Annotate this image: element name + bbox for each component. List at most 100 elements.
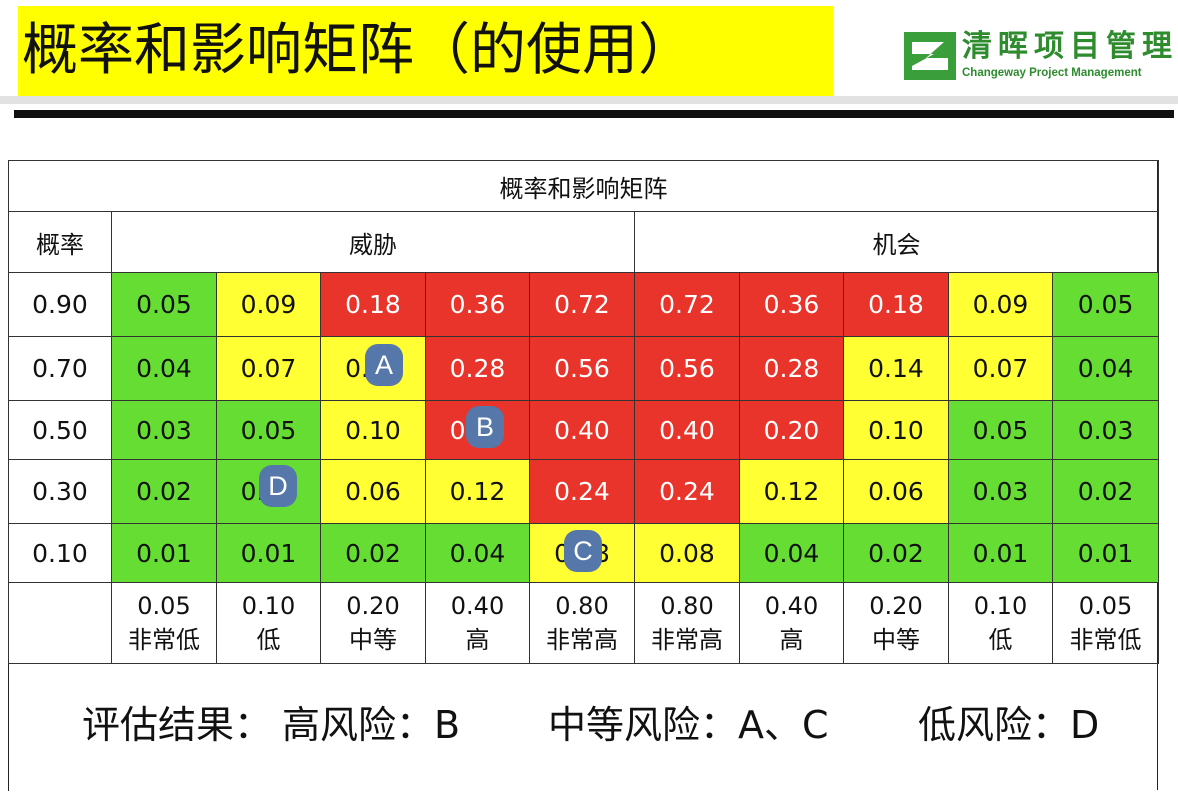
header-divider-grey xyxy=(0,96,1178,104)
matrix-cell: 0.02 xyxy=(1051,459,1160,524)
risk-marker-d: D xyxy=(259,465,297,507)
risk-score: 0.36 xyxy=(449,290,506,319)
impact-label: 低 xyxy=(988,626,1013,654)
matrix-cell: 0.03 xyxy=(1051,400,1160,460)
title-highlight xyxy=(18,6,833,96)
result-label: 评估结果： xyxy=(82,703,273,747)
impact-level: 0.10 低 xyxy=(216,582,321,664)
matrix-row: 0.90 0.05 0.09 0.18 0.36 0.72 0.72 0.36 0.18 0.09… xyxy=(8,272,1160,337)
risk-score: 0.05 xyxy=(1077,290,1134,319)
risk-score: 0.72 xyxy=(659,290,715,319)
risk-score: 0.01 xyxy=(1077,538,1134,568)
risk-marker-b: B xyxy=(466,406,504,448)
matrix-cell: 0.56 xyxy=(529,336,635,401)
page-title: 概率和影响矩阵（的使用） xyxy=(22,18,694,83)
risk-score: 0.07 xyxy=(972,354,1029,383)
impact-level: 0.40 高 xyxy=(425,582,530,664)
logo-icon xyxy=(904,32,956,80)
impact-row-blank xyxy=(8,582,112,664)
risk-score: 0.24 xyxy=(659,477,715,506)
result-medium-risk: 中等风险：A、C xyxy=(548,703,829,747)
company-logo: 清晖项目管理 Changeway Project Management xyxy=(904,28,1174,84)
result-low-risk: 低风险：D xyxy=(918,703,1100,747)
risk-score: 0.18 xyxy=(868,290,924,319)
risk-score: 0.12 xyxy=(449,477,506,506)
matrix-cell: 0.10 xyxy=(320,400,426,460)
impact-level: 0.80 非常高 xyxy=(634,582,740,664)
risk-score: 0.02 xyxy=(345,538,401,568)
impact-value: 0.20 xyxy=(346,592,400,620)
impact-label: 非常高 xyxy=(651,626,723,654)
matrix-cell: 0.08C xyxy=(529,523,635,583)
impact-label: 高 xyxy=(465,626,490,654)
impact-value: 0.05 xyxy=(1078,592,1133,620)
risk-score: 0.01 xyxy=(240,538,297,568)
matrix-cell: 0.56 xyxy=(634,336,740,401)
impact-label: 低 xyxy=(256,626,281,654)
impact-label: 非常低 xyxy=(128,626,200,654)
impact-label: 中等 xyxy=(872,626,920,654)
probability-value: 0.70 xyxy=(8,336,112,401)
matrix-row: 0.10 0.01 0.01 0.02 0.04 0.08C 0.08 0.04 0.02 0.0… xyxy=(8,523,1160,583)
risk-score: 0.56 xyxy=(554,354,610,383)
impact-label: 高 xyxy=(779,626,804,654)
matrix-cell: 0.10 xyxy=(843,400,949,460)
matrix-cell: 0.20 xyxy=(739,400,844,460)
matrix-cell: 0.14 xyxy=(843,336,949,401)
header-divider-black xyxy=(14,110,1174,118)
risk-score: 0.40 xyxy=(554,415,610,445)
matrix-cell: 0.01 xyxy=(216,523,321,583)
probability-value: 0.50 xyxy=(8,400,112,460)
risk-score: 0.04 xyxy=(763,538,820,568)
matrix-cell: 0.20B xyxy=(425,400,530,460)
matrix-cell: 0.18 xyxy=(320,272,426,337)
risk-score: 0.08 xyxy=(659,538,715,568)
impact-value: 0.40 xyxy=(450,592,505,620)
matrix-row: 0.300.020.03D0.060.120.240.240.120.060.0… xyxy=(8,459,1160,524)
risk-score: 0.01 xyxy=(136,538,192,568)
risk-score: 0.24 xyxy=(554,477,610,506)
risk-score: 0.02 xyxy=(868,538,924,568)
matrix-cell: 0.03 xyxy=(948,459,1053,524)
matrix-cell: 0.36 xyxy=(739,272,844,337)
probability-impact-matrix: 概率和影响矩阵 概率 威胁 机会 0.90 0.05 0.09 0.18 0.36 0.7… xyxy=(7,160,1160,664)
matrix-cell: 0.36 xyxy=(425,272,530,337)
risk-score: 0.02 xyxy=(136,477,192,506)
matrix-cell: 0.01 xyxy=(1051,523,1160,583)
risk-score: 0.07 xyxy=(240,354,297,383)
result-high-risk: 高风险：B xyxy=(282,703,461,747)
probability-value: 0.10 xyxy=(8,523,112,583)
risk-marker-a: A xyxy=(365,344,403,386)
probability-header: 概率 xyxy=(8,211,112,273)
matrix-cell: 0.24 xyxy=(634,459,740,524)
matrix-cell: 0.24 xyxy=(529,459,635,524)
matrix-cell: 0.08 xyxy=(634,523,740,583)
impact-label: 非常高 xyxy=(546,626,618,654)
impact-level: 0.40 高 xyxy=(739,582,844,664)
matrix-cell: 0.02 xyxy=(843,523,949,583)
risk-score: 0.28 xyxy=(763,354,820,383)
matrix-row: 0.50 0.03 0.05 0.10 0.20B 0.40 0.40 0.20 0.10 0.0… xyxy=(8,400,1160,460)
impact-level: 0.05 非常低 xyxy=(111,582,217,664)
matrix-cell: 0.12 xyxy=(425,459,530,524)
impact-label: 中等 xyxy=(349,626,397,654)
matrix-cell: 0.14A xyxy=(320,336,426,401)
matrix-cell: 0.09 xyxy=(216,272,321,337)
impact-value: 0.10 xyxy=(973,592,1028,620)
matrix-cell: 0.01 xyxy=(948,523,1053,583)
risk-score: 0.28 xyxy=(449,354,506,383)
matrix-cell: 0.40 xyxy=(529,400,635,460)
risk-score: 0.02 xyxy=(1077,477,1134,506)
matrix-row: 0.70 0.04 0.07 0.14A 0.28 0.56 0.56 0.28 0.14 0.0… xyxy=(8,336,1160,401)
risk-score: 0.04 xyxy=(449,538,506,568)
risk-score: 0.12 xyxy=(763,477,820,506)
logo-name-cn: 清晖项目管理 xyxy=(962,29,1178,64)
matrix-cell: 0.01 xyxy=(111,523,217,583)
matrix-cell: 0.03 xyxy=(111,400,217,460)
impact-label: 非常低 xyxy=(1069,626,1142,654)
matrix-cell: 0.12 xyxy=(739,459,844,524)
risk-score: 0.06 xyxy=(345,477,401,506)
risk-score: 0.09 xyxy=(972,290,1029,319)
risk-score: 0.18 xyxy=(345,290,401,319)
impact-row: 0.05 非常低 0.10 低 0.20 中等 0.40 高 0.80 非常高 0.80 非常高 0.4… xyxy=(8,582,1160,664)
